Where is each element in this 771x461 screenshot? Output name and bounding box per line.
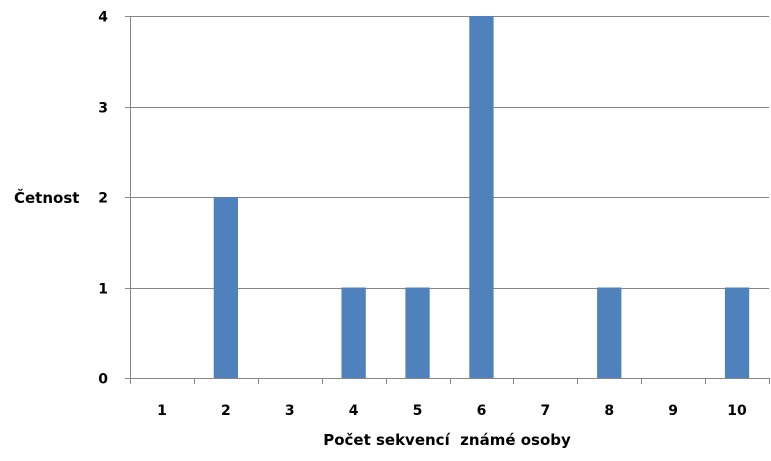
y-tick-label: 0 — [98, 372, 108, 388]
y-tick-label: 4 — [98, 10, 108, 26]
y-tick-label: 1 — [98, 282, 108, 298]
bar-2 — [213, 197, 238, 378]
x-tick-label: 10 — [727, 403, 747, 419]
bars — [213, 16, 750, 378]
x-tick-label: 8 — [604, 403, 614, 419]
x-tick-label: 1 — [157, 403, 167, 419]
x-tick-label: 3 — [285, 403, 295, 419]
bar-5 — [405, 287, 430, 378]
tick-labels: 0 1 2 3 4 1 2 3 4 5 6 7 8 9 10 — [98, 10, 747, 420]
y-tick-label: 2 — [98, 191, 108, 207]
bar-8 — [597, 287, 622, 378]
x-tick-label: 4 — [349, 403, 359, 419]
bar-4 — [341, 287, 366, 378]
x-tick-label: 5 — [413, 403, 423, 419]
y-axis-title: Četnost — [14, 188, 79, 207]
x-tick-label: 7 — [540, 403, 550, 419]
x-tick-label: 9 — [668, 403, 678, 419]
bar-6 — [469, 16, 494, 378]
x-tick-label: 6 — [477, 403, 487, 419]
x-tick-label: 2 — [221, 403, 231, 419]
x-axis-title: Počet sekvencí známé osoby — [323, 431, 571, 449]
bar-10 — [724, 287, 750, 378]
axes — [125, 16, 770, 384]
y-tick-label: 3 — [98, 101, 108, 117]
